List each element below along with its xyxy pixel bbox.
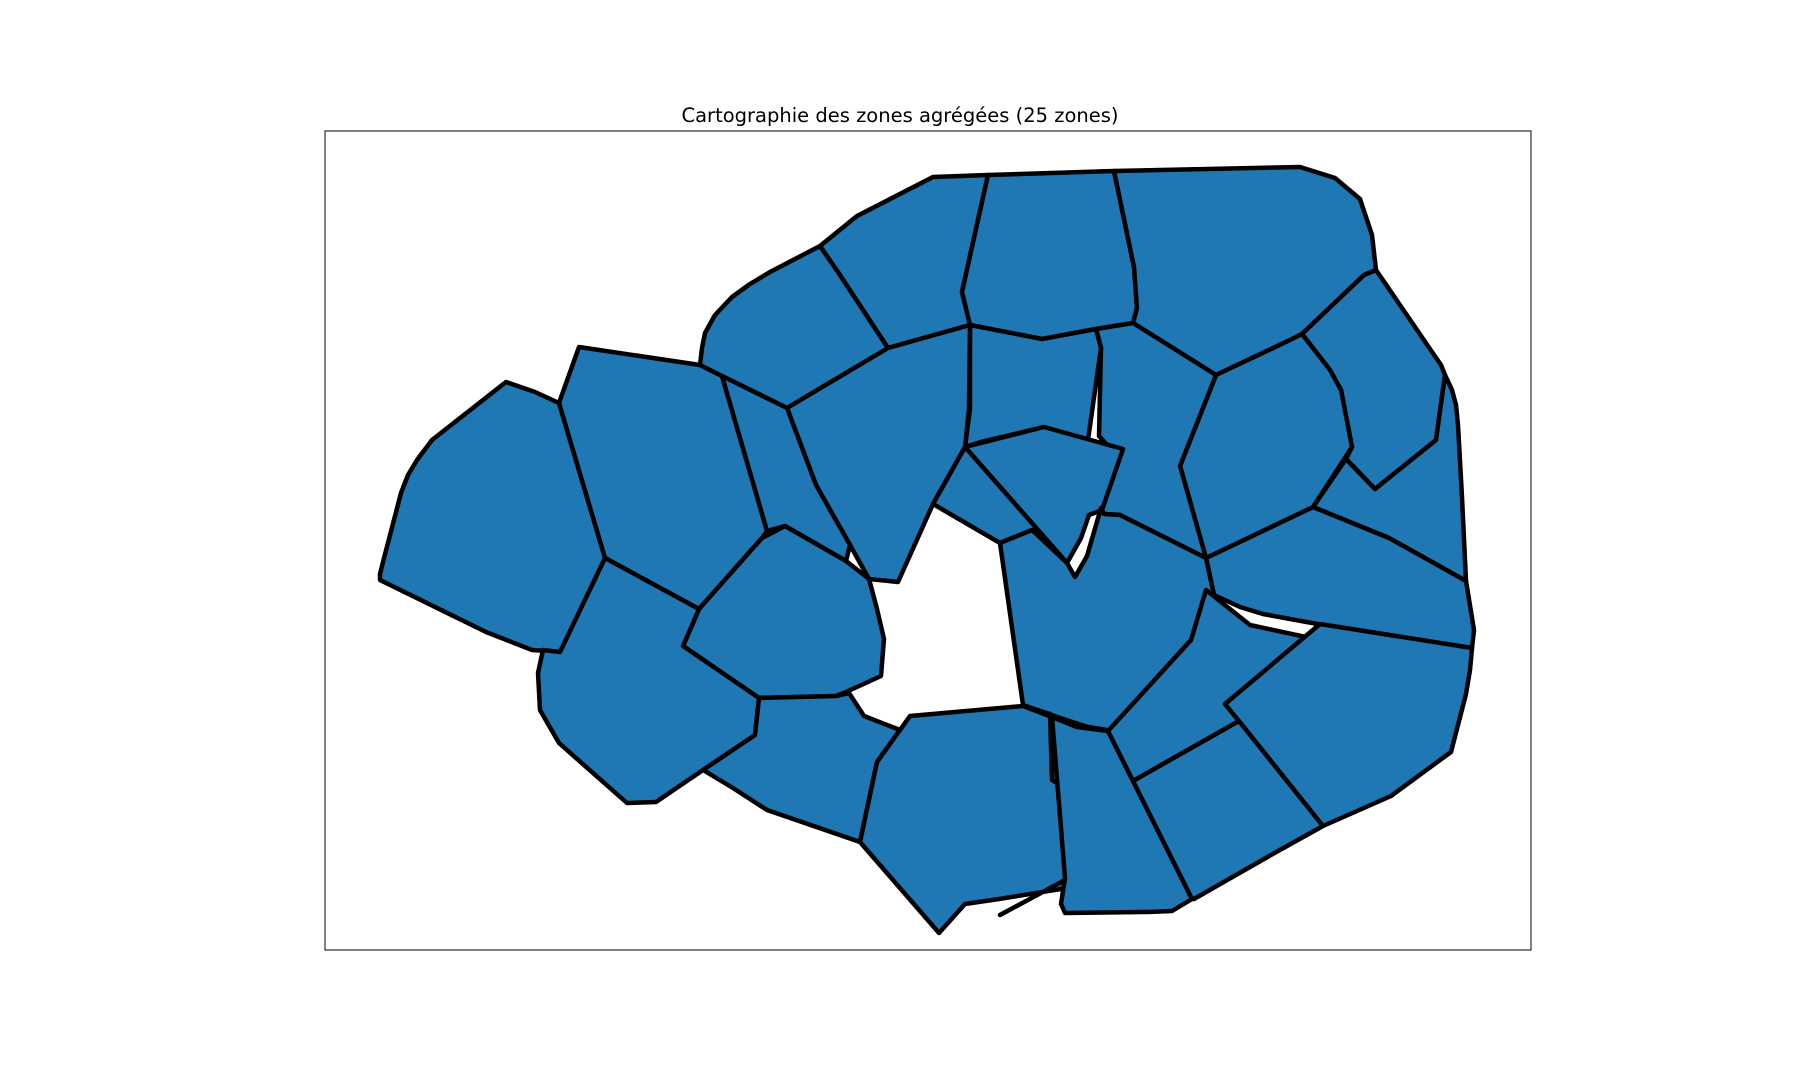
zone-20 (700, 690, 903, 845)
zone-14 (719, 373, 853, 564)
zone-26 (1222, 621, 1475, 829)
zone-15 (962, 424, 1126, 566)
zones-layer (377, 164, 1477, 936)
axes-frame (324, 130, 1532, 951)
zone-19 (535, 555, 762, 806)
map-title: Cartographie des zones agrégées (25 zone… (681, 104, 1119, 127)
zone-5 (959, 168, 1140, 342)
zone-23 (1020, 703, 1195, 916)
zone-1 (377, 379, 608, 655)
